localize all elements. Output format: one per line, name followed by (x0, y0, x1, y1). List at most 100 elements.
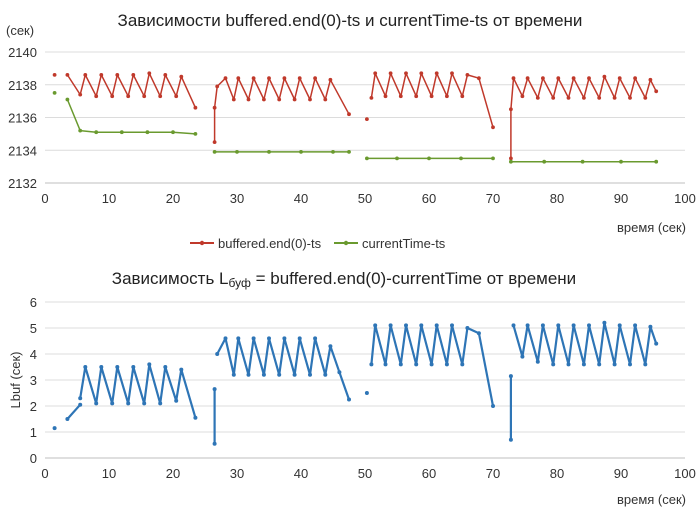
data-point (94, 94, 99, 99)
data-point (419, 71, 424, 76)
data-point (171, 130, 175, 135)
data-point (365, 117, 369, 121)
data-point (450, 71, 454, 76)
data-point (643, 96, 648, 100)
data-point (262, 97, 266, 102)
data-point (251, 336, 256, 341)
data-point (94, 130, 99, 135)
data-point (236, 76, 241, 81)
series-line (79, 363, 197, 419)
data-point (444, 362, 449, 367)
data-point (308, 372, 312, 377)
data-point (235, 150, 239, 154)
data-point (119, 130, 124, 135)
data-point (617, 323, 622, 328)
chart2-x-tick-labels: 0 10 20 30 40 50 60 70 80 90 100 (41, 466, 695, 481)
data-point (587, 323, 591, 328)
chart1-xlabel: время (сек) (617, 220, 686, 235)
data-point (267, 336, 271, 341)
series-line (216, 337, 351, 400)
legend-marker-currenttime (343, 240, 349, 246)
data-point (261, 372, 266, 377)
x-tick-label: 100 (674, 466, 696, 481)
data-point (52, 91, 57, 95)
data-point (398, 362, 403, 367)
y-tick-label: 2140 (8, 45, 37, 60)
data-point (491, 404, 495, 408)
y-tick-label: 1 (30, 425, 37, 440)
x-tick-label: 40 (294, 191, 308, 206)
data-point (246, 97, 251, 102)
data-point (292, 372, 297, 377)
data-point (179, 367, 184, 372)
series-line (510, 75, 657, 159)
x-tick-label: 90 (614, 466, 628, 481)
data-point (508, 374, 513, 379)
chart2-y-tick-labels: 0 1 2 3 4 5 6 (30, 295, 37, 466)
data-point (147, 71, 152, 76)
series-1 (52, 320, 659, 446)
data-point (126, 94, 131, 99)
data-point (52, 73, 57, 77)
data-point (99, 365, 104, 369)
data-point (445, 94, 449, 99)
data-point (535, 96, 540, 100)
chart1-x-tick-labels: 0 10 20 30 40 50 60 70 80 90 100 (41, 191, 695, 206)
data-point (398, 94, 403, 99)
x-tick-label: 0 (41, 191, 48, 206)
chart1-series (52, 71, 659, 164)
series-line (370, 72, 494, 128)
data-point (551, 362, 556, 367)
data-point (299, 150, 303, 154)
legend-item-currenttime: currentTime-ts (334, 236, 446, 251)
data-point (99, 73, 104, 77)
y-tick-label: 2134 (8, 143, 37, 158)
data-point (282, 336, 287, 341)
chart-buffer-length: Зависимость Lбуф = buffered.end(0)-curre… (8, 269, 696, 507)
x-tick-label: 70 (486, 466, 500, 481)
legend-item-buffered: buffered.end(0)-ts (190, 236, 322, 251)
data-point (313, 76, 317, 81)
data-point (215, 84, 220, 89)
data-point (602, 320, 607, 325)
data-point (65, 97, 70, 102)
data-point (477, 76, 481, 81)
data-point (145, 130, 150, 135)
x-tick-label: 80 (550, 466, 564, 481)
data-point (508, 437, 513, 442)
legend-marker-buffered (199, 240, 205, 246)
data-point (509, 107, 513, 112)
y-tick-label: 2132 (8, 176, 37, 191)
x-tick-label: 100 (674, 191, 696, 206)
chart1-gridlines (45, 51, 685, 184)
data-point (78, 402, 83, 407)
data-point (612, 362, 617, 367)
data-point (450, 323, 454, 328)
data-point (404, 71, 408, 76)
x-tick-label: 10 (102, 191, 116, 206)
data-point (223, 336, 228, 341)
data-point (388, 323, 393, 328)
data-point (142, 401, 147, 406)
data-point (617, 76, 622, 81)
chart1-y-tick-labels: 2132 2134 2136 2138 2140 (8, 45, 37, 191)
data-point (212, 441, 217, 446)
data-point (347, 150, 351, 154)
chart2-xlabel: время (сек) (617, 492, 686, 507)
data-point (83, 365, 88, 369)
x-tick-label: 20 (166, 466, 180, 481)
chart2-series (52, 320, 659, 446)
y-tick-label: 6 (30, 295, 37, 310)
data-point (267, 150, 271, 154)
data-point (158, 401, 163, 406)
data-point (292, 97, 297, 102)
data-point (619, 159, 623, 164)
data-point (193, 415, 198, 420)
data-point (267, 76, 271, 81)
data-point (347, 397, 351, 402)
data-point (465, 73, 470, 77)
series-2 (52, 91, 659, 164)
data-point (231, 372, 236, 377)
chart2-title-post: = buffered.end(0)-currentTime от времени (251, 269, 576, 288)
